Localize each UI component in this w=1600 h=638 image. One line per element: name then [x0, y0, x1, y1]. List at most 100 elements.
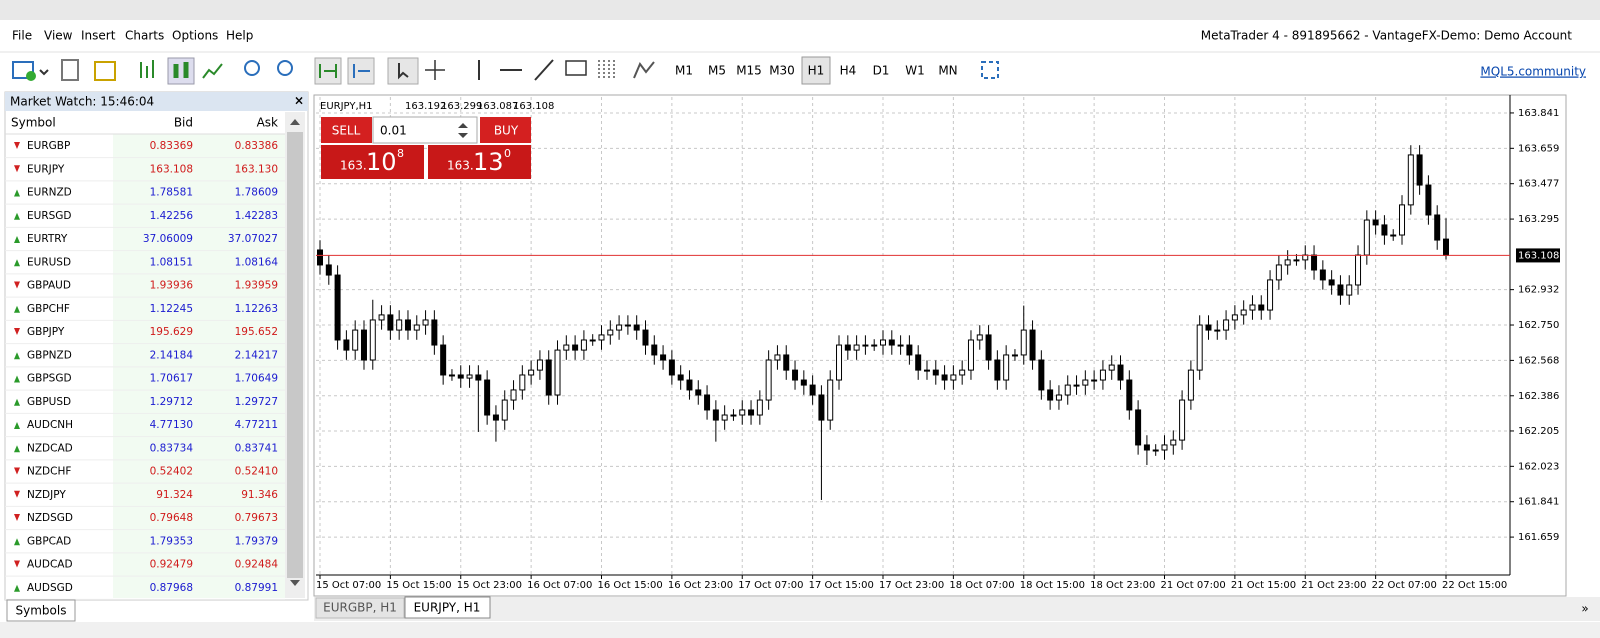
zoom-in-icon[interactable]	[244, 60, 260, 76]
candle-body	[862, 344, 869, 347]
text-icon[interactable]	[565, 60, 587, 76]
arrow-down	[14, 467, 20, 475]
x-tick-label: 17 Oct 15:00	[809, 580, 874, 591]
candle-body	[906, 344, 913, 356]
symbol[interactable]: AUDCAD	[27, 559, 73, 571]
candle-body	[818, 394, 825, 421]
market-icon[interactable]	[94, 61, 116, 81]
menu-item[interactable]: File	[12, 29, 32, 43]
symbol[interactable]: EURNZD	[27, 187, 72, 199]
menu-item[interactable]: Charts	[125, 29, 164, 43]
symbol[interactable]: NZDCHF	[27, 466, 71, 478]
ask: 0.52410	[235, 466, 278, 478]
menu-item[interactable]: Insert	[81, 29, 116, 43]
symbol[interactable]: NZDJPY	[27, 489, 66, 501]
candle-body	[510, 389, 517, 401]
lot-input[interactable]	[372, 116, 478, 144]
sell-label: SELL	[332, 124, 361, 138]
candle-body	[1407, 154, 1414, 206]
chart-tab[interactable]	[315, 597, 405, 619]
candle-body	[651, 344, 658, 356]
timeframe-button[interactable]: M15	[736, 64, 762, 78]
ask: 1.29727	[235, 396, 278, 408]
trendline-icon[interactable]	[534, 59, 554, 81]
market-watch-table: Symbol Bid Ask EURGBP 0.83369 0.83386 EURJPY 16…	[5, 116, 285, 600]
candle-body	[1055, 394, 1062, 401]
y-tick-label: 163.477	[1518, 179, 1559, 190]
crosshair-icon[interactable]	[425, 60, 445, 80]
symbol[interactable]: GBPCHF	[27, 303, 70, 315]
new-chart-icon[interactable]	[12, 61, 34, 79]
timeframe-button[interactable]: W1	[905, 64, 925, 78]
close-button[interactable]: ×	[294, 94, 304, 108]
candle-body	[387, 314, 394, 331]
chart-tab-label: EURGBP, H1	[323, 601, 397, 615]
y-tick-label: 162.932	[1518, 285, 1559, 296]
timeframe-button[interactable]: H4	[840, 64, 857, 78]
candle-body	[1231, 314, 1238, 321]
candle-body	[484, 379, 491, 416]
more-tabs[interactable]: »	[1581, 602, 1588, 616]
y-tick-label: 161.841	[1518, 497, 1559, 508]
bid: 1.08151	[150, 256, 193, 268]
timeframe-button[interactable]: D1	[873, 64, 890, 78]
profile-icon[interactable]	[61, 59, 79, 81]
timeframe-button[interactable]: M5	[708, 64, 726, 78]
sell-price-box[interactable]	[321, 145, 424, 179]
dropdown-icon[interactable]	[39, 69, 49, 76]
buy-price-box[interactable]	[428, 145, 531, 179]
timeframe-button[interactable]: M30	[769, 64, 795, 78]
sell-button[interactable]	[321, 117, 372, 143]
symbol[interactable]: GBPSGD	[27, 373, 72, 385]
symbol[interactable]: AUDCNH	[27, 419, 73, 431]
symbols-tab-label: Symbols	[16, 604, 67, 618]
menu-item[interactable]: View	[44, 29, 73, 43]
candle-body	[1249, 304, 1256, 311]
mql5-link[interactable]: MQL5.community	[1480, 65, 1586, 79]
symbol[interactable]: NZDSGD	[27, 512, 73, 524]
buy-price-sup: 0	[504, 147, 511, 160]
symbol[interactable]: GBPCAD	[27, 535, 71, 547]
symbol[interactable]: EURJPY	[27, 163, 65, 175]
arrow-up	[14, 398, 20, 406]
candle-body	[457, 374, 464, 379]
symbol[interactable]: AUDSGD	[27, 582, 73, 594]
buy-price-big: 163.	[447, 159, 474, 173]
buy-button[interactable]	[480, 117, 531, 143]
menu-item[interactable]: Options	[172, 29, 218, 43]
ask: 0.79673	[235, 512, 278, 524]
symbol[interactable]: EURTRY	[27, 233, 68, 245]
shapes-icon[interactable]	[633, 61, 655, 79]
symbol[interactable]: EURGBP	[27, 140, 70, 152]
fullscreen-icon[interactable]	[981, 61, 999, 79]
lot-spinner[interactable]	[458, 123, 468, 138]
candle-icon-active[interactable]	[167, 57, 195, 85]
symbol[interactable]: GBPJPY	[27, 326, 65, 338]
line-chart-icon[interactable]	[202, 63, 223, 79]
bid: 0.87968	[150, 582, 193, 594]
chart-tab-active[interactable]	[404, 596, 491, 619]
timeframe-button[interactable]: H1	[808, 64, 825, 78]
menu-item[interactable]: Help	[226, 29, 253, 43]
timeframe-button[interactable]: MN	[938, 64, 957, 78]
symbols-tab[interactable]	[6, 599, 76, 622]
candle-body	[1214, 329, 1221, 332]
symbol[interactable]: GBPNZD	[27, 349, 72, 361]
candle-body	[959, 369, 966, 376]
arrow-up	[14, 538, 20, 546]
arrow-up	[14, 305, 20, 313]
cursor-icon[interactable]	[387, 57, 419, 85]
symbol[interactable]: EURSGD	[27, 210, 72, 222]
zoom-out-icon[interactable]	[277, 60, 293, 76]
timeframe-active[interactable]	[801, 56, 831, 85]
scroll-thumb[interactable]	[287, 132, 303, 578]
symbol[interactable]: GBPAUD	[27, 280, 71, 292]
candle-body	[1416, 154, 1423, 186]
symbol[interactable]: GBPUSD	[27, 396, 71, 408]
symbol[interactable]: EURUSD	[27, 256, 71, 268]
fibo-icon[interactable]	[598, 60, 615, 80]
timeframe-button[interactable]: M1	[675, 64, 693, 78]
bar-chart-icon[interactable]	[140, 60, 154, 78]
symbol[interactable]: NZDCAD	[27, 442, 73, 454]
